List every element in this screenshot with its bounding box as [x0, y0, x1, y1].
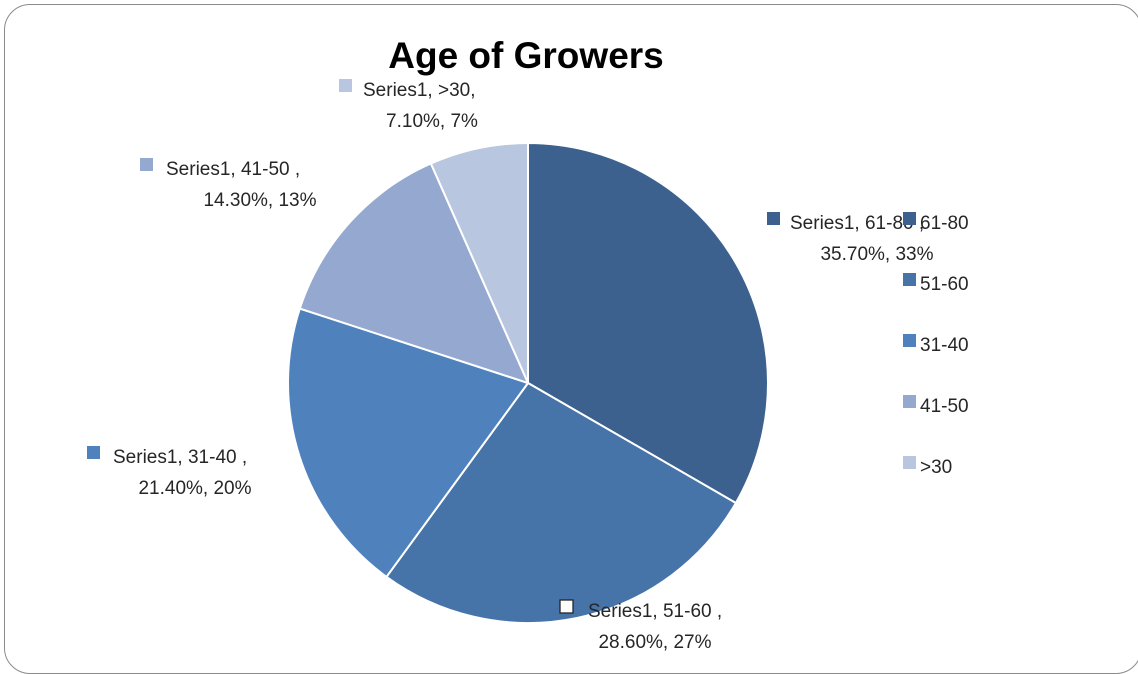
data-label-41-50-line1: Series1, 41-50 , — [166, 159, 300, 180]
data-labels: Series1, 61-80 , 35.70%, 33% Series1, 51-6… — [87, 79, 934, 653]
data-label-31-40-line1: Series1, 31-40 , — [113, 447, 247, 468]
legend-label-31-40: 31-40 — [920, 335, 969, 356]
data-label-marker-41-50 — [140, 158, 153, 171]
pie-slices — [286, 141, 769, 624]
data-label-41-50-line2: 14.30%, 13% — [203, 190, 316, 211]
pie-slice-31-40 — [286, 307, 530, 579]
pie-chart: Age of Growers Series1, 61-80 , 35.70%, 3… — [87, 35, 969, 653]
data-label-gt-30-line1: Series1, >30, — [363, 80, 476, 101]
legend-label-61-80: 61-80 — [920, 213, 969, 234]
pie-slice-41-50 — [298, 162, 530, 385]
data-label-31-40-line2: 21.40%, 20% — [138, 478, 251, 499]
legend-label-gt-30: >30 — [920, 457, 952, 478]
data-label-51-60-line2: 28.60%, 27% — [598, 632, 711, 653]
data-label-gt-30-line2: 7.10%, 7% — [386, 111, 478, 132]
legend-swatch-61-80 — [903, 212, 916, 225]
legend: 61-80 51-60 31-40 41-50 >30 — [903, 212, 969, 478]
data-label-marker-gt-30 — [339, 79, 352, 92]
data-label-61-80-line2: 35.70%, 33% — [820, 244, 933, 265]
pie-slice-61-80 — [527, 141, 769, 505]
legend-swatch-31-40 — [903, 334, 916, 347]
legend-swatch-41-50 — [903, 395, 916, 408]
data-label-61-80-line1: Series1, 61-80 , — [790, 213, 924, 234]
data-label-marker-51-60 — [559, 599, 574, 614]
chart-title: Age of Growers — [388, 35, 664, 76]
data-label-marker-31-40 — [87, 446, 100, 459]
legend-label-41-50: 41-50 — [920, 396, 969, 417]
legend-swatch-gt-30 — [903, 456, 916, 469]
legend-swatch-51-60 — [903, 273, 916, 286]
pie-slice-51-60 — [385, 381, 738, 624]
pie-slice-gt-30 — [429, 141, 529, 384]
data-label-51-60-line1: Series1, 51-60 , — [588, 601, 722, 622]
legend-label-51-60: 51-60 — [920, 274, 969, 295]
data-label-marker-61-80 — [767, 212, 780, 225]
